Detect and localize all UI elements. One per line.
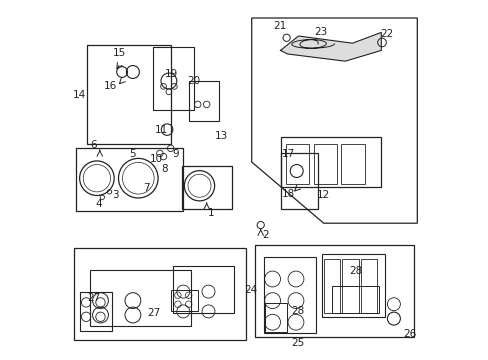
Text: 16: 16 [104, 81, 117, 91]
Text: 27: 27 [147, 308, 160, 318]
Bar [188, 81, 219, 121]
Text: 27: 27 [87, 293, 101, 303]
Bar [170, 290, 197, 311]
Bar [265, 303, 286, 332]
Bar [341, 144, 364, 184]
Text: 2: 2 [262, 230, 268, 240]
Text: 26: 26 [402, 329, 415, 339]
Text: 7: 7 [143, 183, 150, 193]
Bar [331, 286, 378, 313]
Text: 9: 9 [172, 149, 178, 159]
Text: 24: 24 [244, 285, 257, 295]
Text: 20: 20 [186, 76, 200, 86]
Text: 4: 4 [95, 199, 102, 210]
Bar [152, 47, 194, 110]
Bar [323, 259, 339, 313]
Bar [280, 153, 318, 209]
Text: 10: 10 [149, 154, 163, 164]
Bar [73, 248, 246, 340]
Text: 6: 6 [90, 140, 97, 150]
Text: 12: 12 [316, 190, 329, 200]
Text: 11: 11 [154, 125, 167, 135]
Text: 25: 25 [290, 338, 304, 348]
Text: 28: 28 [348, 266, 361, 276]
Text: 28: 28 [290, 306, 304, 316]
Bar [76, 148, 182, 211]
Text: 1: 1 [207, 208, 214, 218]
Text: 3: 3 [112, 190, 119, 201]
Bar [342, 259, 358, 313]
Bar [313, 144, 336, 184]
Text: 19: 19 [165, 69, 178, 79]
Bar [89, 270, 190, 326]
Text: 23: 23 [314, 27, 327, 37]
Text: 5: 5 [129, 149, 135, 159]
Bar [80, 292, 112, 331]
Text: 22: 22 [379, 29, 392, 39]
Text: 18: 18 [281, 189, 294, 199]
Text: 14: 14 [73, 90, 86, 100]
Text: 13: 13 [214, 131, 227, 141]
Bar [280, 137, 381, 187]
Bar [361, 259, 377, 313]
Text: 8: 8 [161, 164, 167, 174]
Text: 15: 15 [112, 48, 125, 58]
Bar [181, 166, 231, 209]
Text: 21: 21 [273, 21, 286, 31]
Bar [87, 45, 171, 144]
Bar [172, 266, 233, 313]
Bar [264, 257, 316, 333]
Bar [321, 254, 384, 317]
Bar [285, 144, 309, 184]
Text: 17: 17 [281, 149, 294, 159]
Polygon shape [280, 32, 381, 61]
